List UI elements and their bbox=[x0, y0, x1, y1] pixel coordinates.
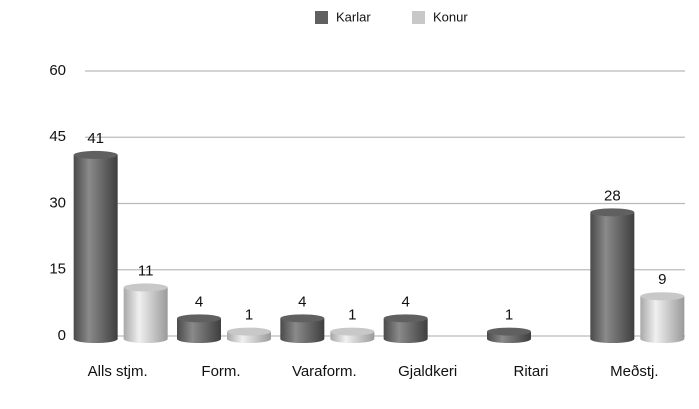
legend-swatch bbox=[315, 11, 328, 24]
bar-part bbox=[590, 212, 635, 339]
bar-part bbox=[590, 208, 635, 217]
x-tick-label: Gjaldkeri bbox=[398, 363, 457, 380]
bar-part bbox=[73, 150, 118, 159]
bar-part bbox=[73, 154, 118, 339]
bar-part bbox=[280, 318, 325, 339]
bar bbox=[590, 208, 635, 343]
value-label: 4 bbox=[298, 293, 306, 310]
value-label: 9 bbox=[658, 271, 666, 288]
value-label: 4 bbox=[195, 293, 203, 310]
value-label: 28 bbox=[604, 187, 621, 204]
bar bbox=[227, 327, 271, 343]
bar-part bbox=[330, 327, 375, 336]
bar bbox=[73, 150, 118, 343]
bar bbox=[487, 327, 531, 343]
value-label: 1 bbox=[348, 307, 356, 324]
legend-label: Karlar bbox=[336, 9, 371, 24]
bar bbox=[280, 314, 325, 343]
bar-part bbox=[177, 318, 221, 339]
x-tick-label: Varaform. bbox=[292, 363, 357, 380]
bar-part bbox=[487, 327, 531, 336]
x-tick-label: Meðstj. bbox=[610, 363, 658, 380]
bar-part bbox=[280, 314, 325, 323]
bar bbox=[177, 314, 221, 343]
value-label: 11 bbox=[138, 262, 154, 279]
x-tick-label: Ritari bbox=[513, 363, 548, 380]
bar-part bbox=[177, 314, 221, 323]
bar-part bbox=[383, 314, 428, 323]
bar bbox=[123, 283, 168, 343]
bar bbox=[383, 314, 428, 343]
x-tick-label: Form. bbox=[201, 363, 240, 380]
value-label: 41 bbox=[87, 130, 104, 147]
bar-part bbox=[227, 327, 271, 336]
legend-label: Konur bbox=[433, 9, 468, 24]
bar-part bbox=[123, 287, 168, 339]
y-tick-label: 30 bbox=[49, 194, 66, 211]
bar-part bbox=[383, 318, 428, 339]
y-tick-label: 60 bbox=[49, 62, 66, 79]
y-tick-label: 0 bbox=[58, 327, 66, 344]
value-label: 1 bbox=[505, 307, 513, 324]
bar-part bbox=[640, 292, 685, 301]
y-tick-label: 45 bbox=[49, 128, 66, 145]
bar-part bbox=[123, 283, 168, 292]
bar-part bbox=[640, 296, 685, 339]
bar bbox=[640, 292, 685, 343]
x-tick-label: Alls stjm. bbox=[88, 363, 148, 380]
value-label: 4 bbox=[401, 293, 409, 310]
y-tick-label: 15 bbox=[49, 261, 66, 278]
bar bbox=[330, 327, 375, 343]
legend-swatch bbox=[412, 11, 425, 24]
value-label: 1 bbox=[245, 307, 253, 324]
